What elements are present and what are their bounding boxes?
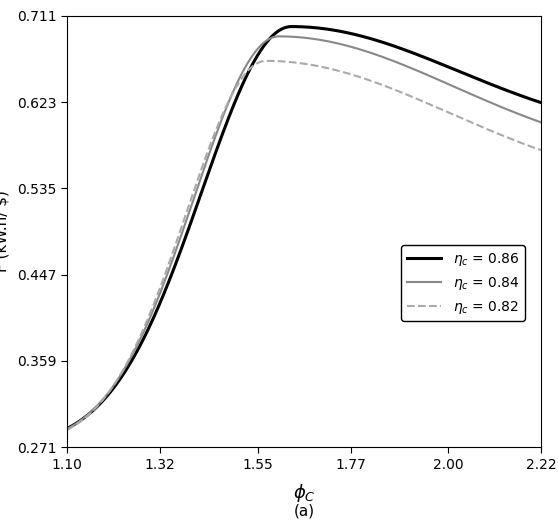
$\eta_c$ = 0.82 bbox=[407, 93, 414, 99]
$\eta_c$ = 0.86 bbox=[407, 49, 414, 55]
$\eta_c$ = 0.86 bbox=[538, 99, 545, 106]
Line: $\eta_c$ = 0.82: $\eta_c$ = 0.82 bbox=[67, 61, 541, 430]
$\eta_c$ = 0.86 bbox=[121, 370, 127, 376]
$\eta_c$ = 0.82 bbox=[363, 76, 370, 83]
$\eta_c$ = 0.84 bbox=[121, 367, 127, 373]
$\eta_c$ = 0.82 bbox=[263, 58, 270, 64]
Line: $\eta_c$ = 0.84: $\eta_c$ = 0.84 bbox=[67, 36, 541, 429]
Text: $\phi_C$: $\phi_C$ bbox=[293, 482, 315, 503]
$\eta_c$ = 0.86 bbox=[218, 134, 225, 140]
$\eta_c$ = 0.84 bbox=[64, 426, 70, 432]
Y-axis label: F (kW.h/ $): F (kW.h/ $) bbox=[0, 190, 10, 272]
$\eta_c$ = 0.82 bbox=[121, 365, 127, 371]
$\eta_c$ = 0.84 bbox=[252, 49, 258, 56]
Line: $\eta_c$ = 0.86: $\eta_c$ = 0.86 bbox=[67, 27, 541, 429]
$\eta_c$ = 0.84 bbox=[275, 33, 282, 39]
$\eta_c$ = 0.82 bbox=[538, 147, 545, 154]
$\eta_c$ = 0.86 bbox=[363, 34, 370, 41]
$\eta_c$ = 0.84 bbox=[407, 65, 414, 71]
$\eta_c$ = 0.82 bbox=[410, 94, 416, 100]
$\eta_c$ = 0.82 bbox=[252, 62, 258, 68]
$\eta_c$ = 0.84 bbox=[538, 119, 545, 126]
$\eta_c$ = 0.86 bbox=[410, 50, 416, 56]
Text: (a): (a) bbox=[294, 503, 315, 518]
$\eta_c$ = 0.82 bbox=[64, 427, 70, 433]
$\eta_c$ = 0.82 bbox=[218, 114, 225, 120]
Legend: $\eta_c$ = 0.86, $\eta_c$ = 0.84, $\eta_c$ = 0.82: $\eta_c$ = 0.86, $\eta_c$ = 0.84, $\eta_… bbox=[401, 245, 525, 321]
$\eta_c$ = 0.84 bbox=[218, 117, 225, 123]
$\eta_c$ = 0.86 bbox=[64, 426, 70, 432]
$\eta_c$ = 0.86 bbox=[252, 57, 258, 63]
$\eta_c$ = 0.84 bbox=[363, 48, 370, 55]
$\eta_c$ = 0.84 bbox=[410, 66, 416, 72]
$\eta_c$ = 0.86 bbox=[288, 24, 295, 30]
